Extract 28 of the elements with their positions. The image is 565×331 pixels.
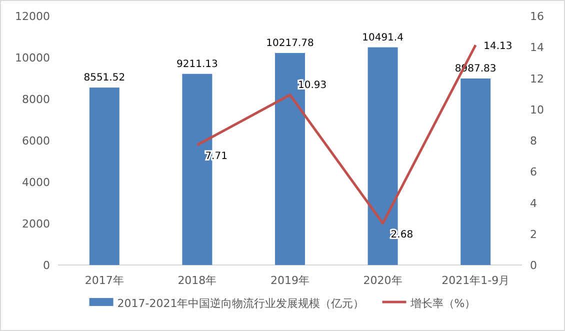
y2-tick-label: 16 xyxy=(530,10,544,23)
data-label: 14.13 xyxy=(484,41,512,52)
data-label: 8551.52 xyxy=(84,72,126,84)
data-label: 10217.78 xyxy=(266,38,314,49)
y2-tick-label: 2 xyxy=(530,228,537,241)
y2-tick-label: 6 xyxy=(530,166,537,179)
y-tick-label: 12000 xyxy=(15,10,50,23)
y-tick-label: 10000 xyxy=(15,52,50,64)
legend-label: 2017-2021年中国逆向物流行业发展规模（亿元） xyxy=(117,297,364,310)
y-tick-label: 6000 xyxy=(22,134,50,148)
y2-tick-label: 4 xyxy=(530,196,537,210)
x-tick-label: 2017年 xyxy=(84,274,124,287)
y2-tick-label: 10 xyxy=(530,103,544,116)
y2-tick-label: 14 xyxy=(530,41,544,54)
y2-tick-label: 8 xyxy=(530,134,537,148)
y-tick-label: 2000 xyxy=(22,218,50,230)
data-label: 10491.4 xyxy=(362,32,404,44)
legend-label: 增长率（%） xyxy=(409,297,476,310)
data-label: 9211.13 xyxy=(176,58,218,70)
x-tick-label: 2019年 xyxy=(270,274,310,287)
y-tick-label: 8000 xyxy=(22,93,50,106)
x-tick-label: 2020年 xyxy=(363,274,402,287)
x-tick-label: 2021年1-9月 xyxy=(442,274,510,287)
y2-tick-label: 12 xyxy=(530,72,544,86)
x-tick-label: 2018年 xyxy=(178,274,217,287)
y-tick-label: 0 xyxy=(43,259,50,272)
y-tick-label: 4000 xyxy=(22,176,50,189)
y2-tick-label: 0 xyxy=(530,259,537,272)
